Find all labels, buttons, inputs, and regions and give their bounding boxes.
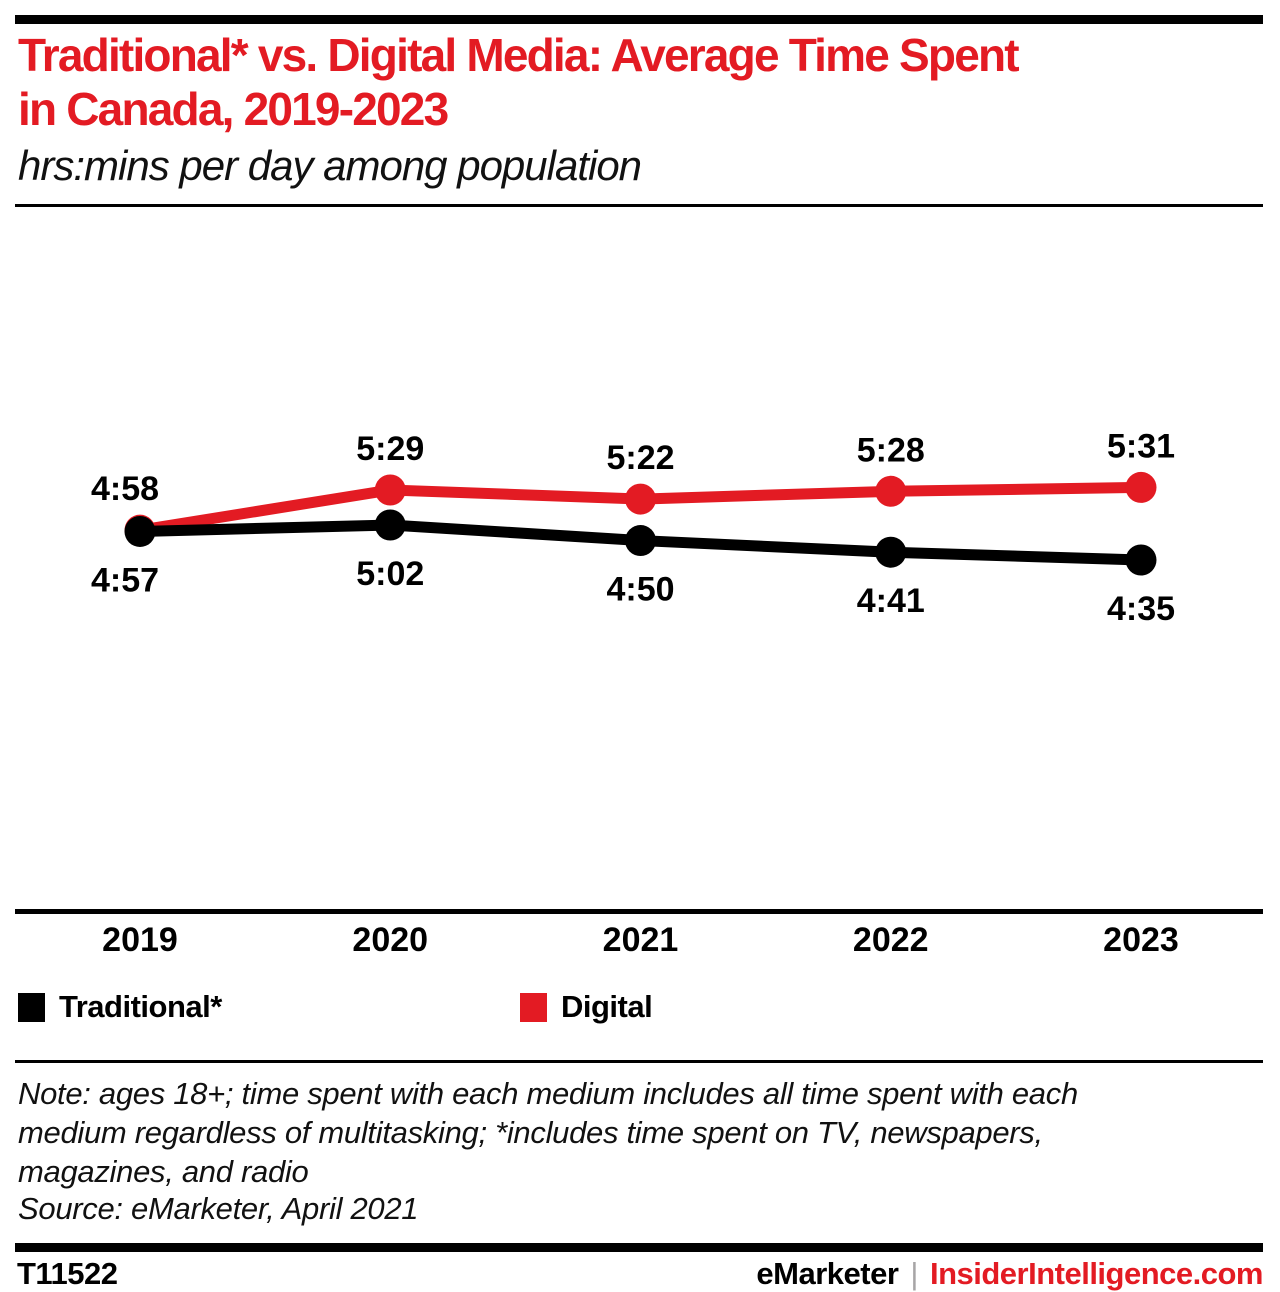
footer-branding: eMarketer | InsiderIntelligence.com xyxy=(756,1256,1263,1292)
source-text: Source: eMarketer, April 2021 xyxy=(18,1191,419,1226)
data-point xyxy=(374,474,406,506)
brand-insiderintelligence-link[interactable]: InsiderIntelligence.com xyxy=(929,1256,1264,1291)
x-axis-tick-label: 2022 xyxy=(853,921,929,959)
data-point xyxy=(875,475,907,507)
traditional-swatch-icon xyxy=(18,992,45,1022)
note-text: Note: ages 18+; time spent with each med… xyxy=(18,1076,1078,1189)
legend-item-traditional: Traditional* xyxy=(18,989,222,1025)
x-axis-line xyxy=(15,909,1263,914)
data-label: 5:02 xyxy=(356,555,424,593)
data-point xyxy=(374,509,406,541)
x-axis-tick-label: 2019 xyxy=(102,921,178,959)
data-label: 5:22 xyxy=(606,439,674,477)
brand-emarketer: eMarketer xyxy=(756,1256,899,1291)
footer-rule xyxy=(15,1243,1263,1252)
data-label: 4:50 xyxy=(606,571,674,609)
note-divider xyxy=(15,1060,1263,1063)
separator-pipe-icon: | xyxy=(910,1256,918,1291)
data-point xyxy=(875,536,907,568)
chart-subtitle: hrs:mins per day among population xyxy=(18,142,642,189)
chart-title: Traditional* vs. Digital Media: Average … xyxy=(18,29,1020,135)
legend-label-traditional: Traditional* xyxy=(59,989,222,1024)
digital-swatch-icon xyxy=(520,992,547,1022)
series-line-traditional xyxy=(139,519,1142,566)
data-point xyxy=(1125,471,1157,503)
data-label: 4:35 xyxy=(1107,590,1175,628)
top-rule xyxy=(15,15,1263,24)
data-label: 4:58 xyxy=(91,470,159,508)
data-point xyxy=(1125,544,1157,576)
data-point xyxy=(625,525,656,557)
legend-label-digital: Digital xyxy=(561,989,653,1024)
data-label: 5:28 xyxy=(857,431,925,469)
data-label: 5:31 xyxy=(1107,427,1175,465)
chart-id: T11522 xyxy=(17,1256,118,1291)
data-label: 4:41 xyxy=(857,582,925,620)
data-point xyxy=(124,514,156,546)
data-label: 4:57 xyxy=(91,561,159,599)
x-axis-tick-label: 2020 xyxy=(352,921,428,959)
data-point xyxy=(124,515,156,547)
x-axis-tick-label: 2023 xyxy=(1103,921,1179,959)
legend-item-digital: Digital xyxy=(520,989,653,1025)
x-axis-tick-label: 2021 xyxy=(603,921,679,959)
data-label: 5:29 xyxy=(356,430,424,468)
data-point xyxy=(625,483,656,515)
header-divider xyxy=(15,204,1263,207)
series-line-digital xyxy=(139,481,1142,536)
